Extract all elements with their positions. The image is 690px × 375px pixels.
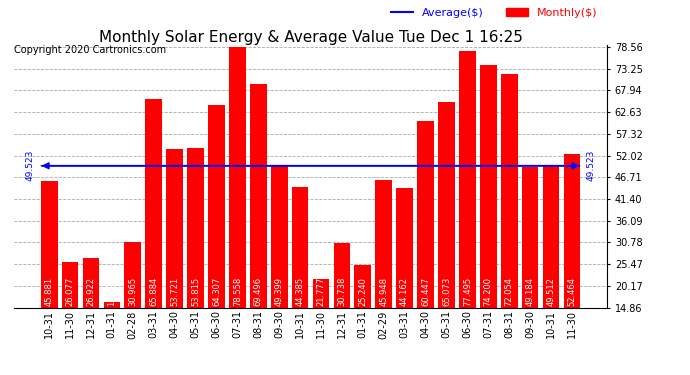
Bar [146, 99, 162, 308]
Text: Copyright 2020 Cartronics.com: Copyright 2020 Cartronics.com [14, 45, 166, 55]
Text: 60.447: 60.447 [421, 277, 430, 306]
Text: 53.815: 53.815 [191, 277, 200, 306]
Bar [522, 167, 538, 308]
Text: 44.162: 44.162 [400, 277, 409, 306]
Text: 49.399: 49.399 [275, 277, 284, 306]
Text: 53.721: 53.721 [170, 277, 179, 306]
Text: 77.495: 77.495 [463, 277, 472, 306]
Bar [292, 187, 308, 308]
Text: 49.523: 49.523 [26, 150, 34, 182]
Bar [104, 302, 120, 307]
Bar [417, 121, 434, 308]
Title: Monthly Solar Energy & Average Value Tue Dec 1 16:25: Monthly Solar Energy & Average Value Tue… [99, 30, 522, 45]
Bar [229, 47, 246, 308]
Text: 74.200: 74.200 [484, 277, 493, 306]
Text: 26.077: 26.077 [66, 277, 75, 306]
Bar [396, 188, 413, 308]
Text: 16.107: 16.107 [108, 277, 117, 306]
Bar [333, 243, 351, 308]
Bar [459, 51, 475, 308]
Bar [41, 181, 57, 308]
Bar [187, 148, 204, 308]
Text: 21.777: 21.777 [317, 277, 326, 306]
Text: 30.965: 30.965 [128, 277, 137, 306]
Bar [480, 65, 497, 308]
Text: 49.512: 49.512 [546, 278, 555, 306]
Text: 65.884: 65.884 [149, 277, 158, 306]
Bar [83, 258, 99, 308]
Text: 78.558: 78.558 [233, 277, 241, 306]
Text: 45.881: 45.881 [45, 277, 54, 306]
Text: 49.523: 49.523 [586, 150, 595, 182]
Text: 72.054: 72.054 [504, 277, 513, 306]
Bar [355, 265, 371, 308]
Bar [313, 279, 329, 308]
Text: 26.922: 26.922 [86, 277, 95, 306]
Bar [375, 180, 392, 308]
Bar [61, 262, 79, 308]
Text: 65.073: 65.073 [442, 277, 451, 306]
Text: 30.738: 30.738 [337, 277, 346, 306]
Bar [166, 148, 183, 308]
Text: 49.184: 49.184 [526, 277, 535, 306]
Text: 45.948: 45.948 [380, 277, 388, 306]
Bar [438, 102, 455, 308]
Bar [270, 166, 288, 308]
Bar [564, 154, 580, 308]
Text: 64.307: 64.307 [212, 277, 221, 306]
Bar [250, 84, 266, 308]
Legend: Average($), Monthly($): Average($), Monthly($) [386, 3, 602, 22]
Bar [542, 166, 560, 308]
Text: 69.496: 69.496 [254, 277, 263, 306]
Bar [124, 242, 141, 308]
Bar [208, 105, 225, 308]
Text: 44.385: 44.385 [295, 277, 304, 306]
Text: 25.240: 25.240 [358, 278, 367, 306]
Bar [501, 74, 518, 308]
Text: 52.464: 52.464 [567, 277, 576, 306]
